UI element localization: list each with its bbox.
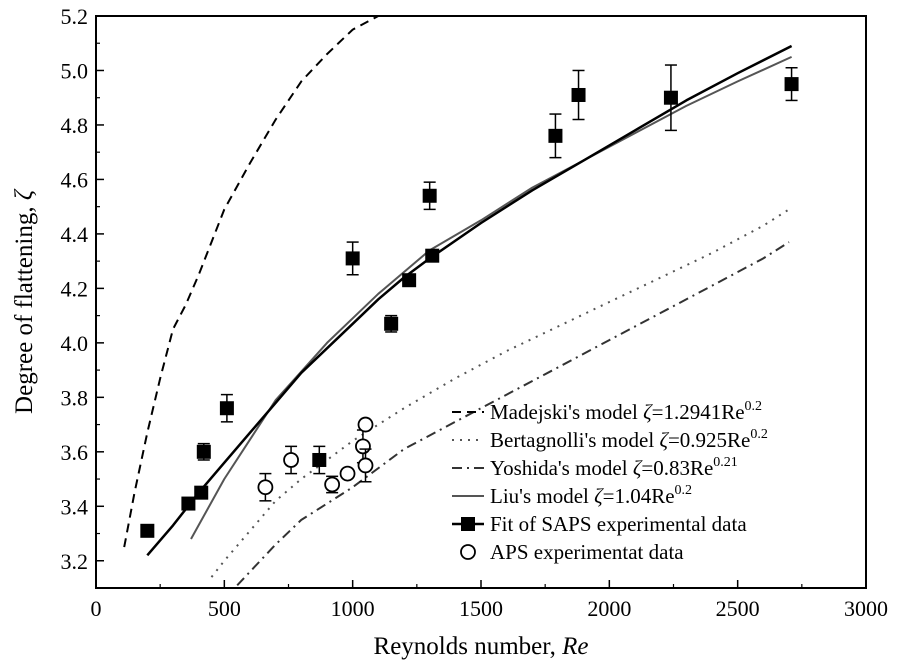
data-point-aps-experimentat-data — [357, 457, 374, 474]
data-point-fit-of-saps-experimental-data — [548, 128, 563, 143]
x-tick-label: 3000 — [844, 596, 888, 621]
legend-item-yoshida-s-model: Yoshida's model ζ=0.83Re0.21 — [452, 455, 738, 480]
y-tick-label: 4.8 — [61, 113, 89, 138]
data-point-fit-of-saps-experimental-data — [345, 251, 360, 266]
legend-label-formula: =1.04Re — [603, 484, 675, 508]
legend-label: Yoshida's model ζ=0.83Re0.21 — [490, 455, 738, 480]
legend-label-name: Bertagnolli's model — [490, 428, 659, 452]
x-tick-label: 0 — [91, 596, 102, 621]
y-tick-label: 3.2 — [61, 549, 89, 574]
series-lines — [123, 16, 793, 586]
y-axis-title-symbol: ζ — [11, 188, 38, 200]
data-point-fit-of-saps-experimental-data — [402, 273, 417, 288]
legend-label-exponent: 0.2 — [675, 483, 693, 498]
series-line-liu-s-model — [190, 55, 793, 540]
series-markers — [140, 64, 799, 538]
x-tick-label: 1000 — [331, 596, 375, 621]
legend-marker — [461, 517, 475, 531]
data-point-fit-of-saps-experimental-data — [425, 248, 440, 263]
data-point-fit-of-saps-experimental-data — [312, 452, 327, 467]
legend-label-exponent: 0.2 — [745, 399, 763, 414]
x-axis-title: Reynolds number, Re — [374, 633, 589, 660]
y-tick-label: 3.4 — [61, 494, 89, 519]
legend-label-name: APS experimentat data — [490, 540, 684, 564]
data-point-aps-experimentat-data — [283, 452, 299, 468]
y-tick-label: 3.6 — [61, 440, 89, 465]
legend-label: APS experimentat data — [490, 540, 684, 564]
data-point-aps-experimentat-data — [355, 438, 371, 455]
x-tick-label: 2000 — [587, 596, 631, 621]
legend: Madejski's model ζ=1.2941Re0.2Bertagnoll… — [452, 399, 768, 564]
legend-label-symbol: ζ — [659, 428, 669, 452]
legend-marker — [460, 544, 476, 560]
y-tick-label: 4.2 — [61, 276, 89, 301]
data-point-fit-of-saps-experimental-data — [663, 90, 678, 105]
legend-label-symbol: ζ — [633, 456, 643, 480]
data-point-aps-experimentat-data — [339, 465, 356, 482]
legend-item-fit-of-saps-experimental-data: Fit of SAPS experimental data — [452, 512, 747, 536]
series-line-madejski-s-model — [123, 16, 379, 548]
series-line-yoshida-s-model — [236, 241, 790, 586]
y-axis: 3.2 3.4 3.6 3.8 4.0 4.2 4.4 4.6 4.8 5.0 5.2 — [61, 4, 104, 589]
legend-label-name: Fit of SAPS experimental data — [490, 512, 747, 536]
legend-label-formula: =0.83Re — [641, 456, 713, 480]
legend-label: Madejski's model ζ=1.2941Re0.2 — [490, 399, 762, 424]
legend-item-aps-experimentat-data: APS experimentat data — [460, 540, 684, 564]
legend-label-formula: =0.925Re — [668, 428, 750, 452]
data-point-fit-of-saps-experimental-data — [422, 188, 437, 203]
legend-item-bertagnolli-s-model: Bertagnolli's model ζ=0.925Re0.2 — [452, 427, 768, 452]
x-axis-title-text: Reynolds number, — [374, 633, 563, 660]
data-point-fit-of-saps-experimental-data — [194, 485, 209, 500]
series-line-fit-of-saps-experimental-data — [146, 44, 793, 557]
legend-label-name: Yoshida's model — [490, 456, 633, 480]
legend-label-exponent: 0.2 — [750, 427, 768, 442]
data-point-fit-of-saps-experimental-data — [196, 444, 211, 459]
legend-label: Liu's model ζ=1.04Re0.2 — [490, 483, 692, 508]
y-axis-title: Degree of flattening, ζ — [11, 188, 38, 414]
x-tick-label: 500 — [208, 596, 241, 621]
y-tick-label: 5.2 — [61, 4, 89, 29]
y-axis-title-text: Degree of flattening, — [11, 200, 38, 414]
data-point-fit-of-saps-experimental-data — [219, 401, 234, 416]
x-tick-label: 1500 — [459, 596, 503, 621]
legend-label-symbol: ζ — [594, 484, 604, 508]
data-point-fit-of-saps-experimental-data — [571, 87, 586, 102]
legend-label: Bertagnolli's model ζ=0.925Re0.2 — [490, 427, 768, 452]
data-point-fit-of-saps-experimental-data — [784, 77, 799, 92]
legend-label-symbol: ζ — [643, 400, 653, 424]
data-point-aps-experimentat-data — [324, 476, 341, 493]
x-axis: 0 500 1000 1500 2000 2500 3000 — [91, 580, 888, 621]
y-tick-label: 4.6 — [61, 167, 89, 192]
y-tick-label: 4.0 — [61, 331, 89, 356]
x-axis-title-symbol: Re — [561, 633, 588, 660]
x-tick-label: 2500 — [716, 596, 760, 621]
y-tick-label: 3.8 — [61, 385, 89, 410]
data-point-fit-of-saps-experimental-data — [140, 523, 155, 538]
data-point-aps-experimentat-data — [357, 416, 374, 433]
legend-label-name: Liu's model — [490, 484, 594, 508]
legend-item-liu-s-model: Liu's model ζ=1.04Re0.2 — [452, 483, 692, 508]
data-point-aps-experimentat-data — [257, 479, 274, 496]
legend-label-name: Madejski's model — [490, 400, 643, 424]
legend-item-madejski-s-model: Madejski's model ζ=1.2941Re0.2 — [452, 399, 762, 424]
legend-label-formula: =1.2941Re — [652, 400, 745, 424]
legend-label-exponent: 0.21 — [713, 455, 738, 470]
data-point-fit-of-saps-experimental-data — [181, 496, 196, 511]
legend-label: Fit of SAPS experimental data — [490, 512, 747, 536]
y-tick-label: 5.0 — [61, 58, 89, 83]
y-tick-label: 4.4 — [61, 222, 89, 247]
data-point-fit-of-saps-experimental-data — [384, 316, 399, 331]
